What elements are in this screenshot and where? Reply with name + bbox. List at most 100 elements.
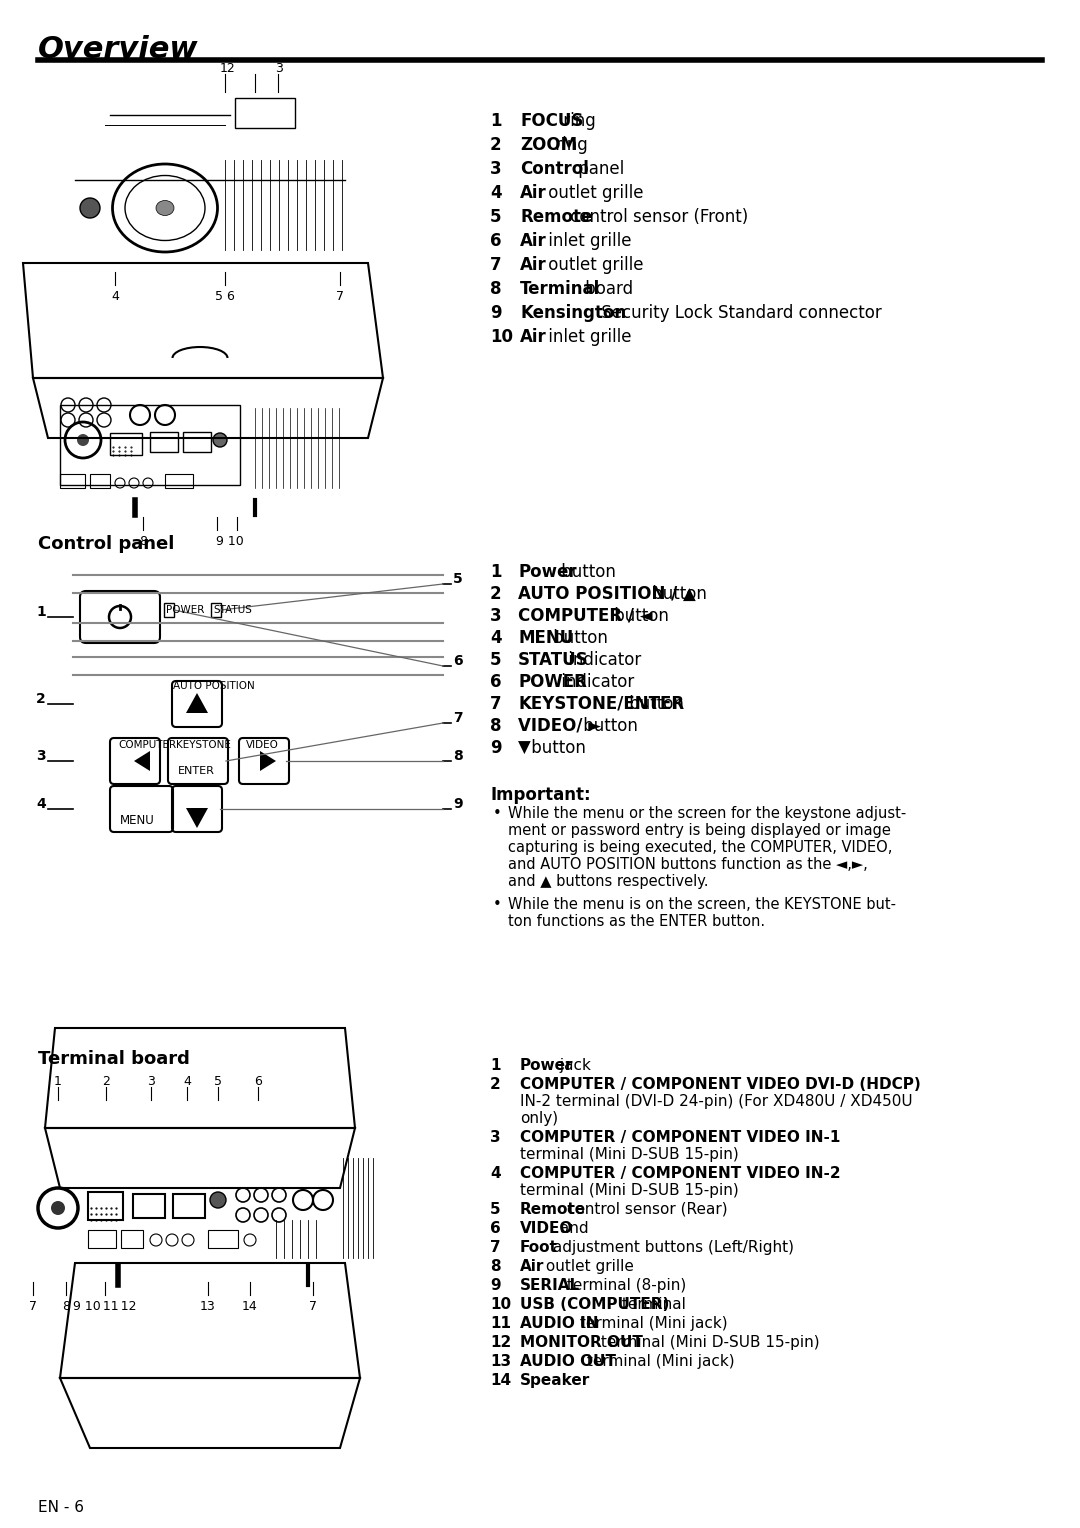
Text: 1: 1 xyxy=(36,605,45,619)
Text: ENTER: ENTER xyxy=(178,766,215,776)
Ellipse shape xyxy=(156,200,174,215)
Text: 7: 7 xyxy=(453,711,462,724)
Bar xyxy=(165,474,193,487)
Text: 5: 5 xyxy=(453,571,462,587)
Text: Overview: Overview xyxy=(38,35,199,64)
Text: 7: 7 xyxy=(29,1300,37,1313)
Text: STATUS: STATUS xyxy=(518,651,589,669)
Text: Power: Power xyxy=(518,562,577,581)
Bar xyxy=(173,1193,205,1218)
Bar xyxy=(150,432,178,452)
Text: 3: 3 xyxy=(36,749,45,762)
Text: 2: 2 xyxy=(490,136,501,154)
Text: COMPUTER / COMPONENT VIDEO IN-2: COMPUTER / COMPONENT VIDEO IN-2 xyxy=(519,1166,840,1181)
Circle shape xyxy=(80,199,100,219)
Text: Remote: Remote xyxy=(519,208,592,226)
Text: button: button xyxy=(556,562,616,581)
Text: AUTO POSITION: AUTO POSITION xyxy=(173,681,255,691)
Text: 7: 7 xyxy=(490,695,501,714)
Text: 1: 1 xyxy=(490,562,501,581)
Text: 2: 2 xyxy=(490,1077,501,1093)
Text: 6: 6 xyxy=(453,654,462,668)
Text: button: button xyxy=(624,695,684,714)
Bar xyxy=(60,474,85,487)
Bar xyxy=(235,98,295,128)
Text: 2: 2 xyxy=(103,1076,110,1088)
Text: USB (COMPUTER): USB (COMPUTER) xyxy=(519,1297,670,1313)
Text: outlet grille: outlet grille xyxy=(542,183,644,202)
Text: COMPUTER: COMPUTER xyxy=(118,740,176,750)
Text: 6: 6 xyxy=(254,1076,262,1088)
Text: 13: 13 xyxy=(490,1354,511,1369)
Text: 12: 12 xyxy=(220,63,235,75)
Text: Terminal: Terminal xyxy=(519,280,600,298)
Text: 3: 3 xyxy=(147,1076,154,1088)
Text: VIDEO/ ►: VIDEO/ ► xyxy=(518,717,600,735)
Text: Remote: Remote xyxy=(519,1203,586,1216)
Text: 4: 4 xyxy=(36,798,45,811)
Text: 9: 9 xyxy=(490,1277,501,1293)
Text: KEYSTONE/ENTER: KEYSTONE/ENTER xyxy=(518,695,684,714)
Text: 2: 2 xyxy=(490,585,501,604)
Text: 8: 8 xyxy=(453,749,462,762)
Bar xyxy=(60,405,240,484)
Text: inlet grille: inlet grille xyxy=(542,329,631,345)
Text: IN-2 terminal (DVI-D 24-pin) (For XD480U / XD450U: IN-2 terminal (DVI-D 24-pin) (For XD480U… xyxy=(519,1094,913,1109)
Text: ZOOM: ZOOM xyxy=(519,136,577,154)
Text: terminal (Mini jack): terminal (Mini jack) xyxy=(576,1316,728,1331)
Text: 5 6: 5 6 xyxy=(215,290,235,303)
Circle shape xyxy=(77,434,89,446)
Text: •: • xyxy=(492,897,502,912)
Text: 9: 9 xyxy=(453,798,462,811)
Bar xyxy=(183,432,211,452)
Polygon shape xyxy=(260,750,276,772)
Text: 5: 5 xyxy=(490,651,501,669)
Text: outlet grille: outlet grille xyxy=(542,257,644,274)
Text: 4: 4 xyxy=(490,183,501,202)
Text: terminal (Mini D-SUB 15-pin): terminal (Mini D-SUB 15-pin) xyxy=(519,1183,739,1198)
Text: button: button xyxy=(579,717,638,735)
Text: 7: 7 xyxy=(309,1300,318,1313)
Bar xyxy=(211,604,221,617)
Text: FOCUS: FOCUS xyxy=(519,112,583,130)
Text: indicator: indicator xyxy=(564,651,642,669)
Text: Air: Air xyxy=(519,232,546,251)
Text: AUDIO OUT: AUDIO OUT xyxy=(519,1354,616,1369)
Bar xyxy=(110,432,141,455)
Text: Kensington: Kensington xyxy=(519,304,626,322)
Text: 6: 6 xyxy=(490,1221,501,1236)
Text: AUDIO IN: AUDIO IN xyxy=(519,1316,598,1331)
Text: adjustment buttons (Left/Right): adjustment buttons (Left/Right) xyxy=(548,1241,794,1254)
Text: outlet grille: outlet grille xyxy=(541,1259,634,1274)
Text: While the menu or the screen for the keystone adjust-: While the menu or the screen for the key… xyxy=(508,805,906,821)
Text: and ▲ buttons respectively.: and ▲ buttons respectively. xyxy=(508,874,708,889)
Text: 9 10: 9 10 xyxy=(216,535,244,549)
Text: terminal: terminal xyxy=(617,1297,686,1313)
Text: COMPUTER / ◄: COMPUTER / ◄ xyxy=(518,607,652,625)
Text: 5: 5 xyxy=(214,1076,222,1088)
Text: 3: 3 xyxy=(275,63,283,75)
Text: 7: 7 xyxy=(490,257,501,274)
Text: COMPUTER / COMPONENT VIDEO DVI-D (HDCP): COMPUTER / COMPONENT VIDEO DVI-D (HDCP) xyxy=(519,1077,921,1093)
Text: 14: 14 xyxy=(490,1374,511,1387)
Text: 1: 1 xyxy=(490,112,501,130)
Text: 4: 4 xyxy=(184,1076,191,1088)
Text: MENU: MENU xyxy=(120,814,154,827)
Text: 10: 10 xyxy=(490,1297,511,1313)
Text: 13: 13 xyxy=(200,1300,216,1313)
Text: 9: 9 xyxy=(490,740,501,756)
Text: button: button xyxy=(609,607,669,625)
Text: POWER: POWER xyxy=(166,605,204,614)
Text: 7: 7 xyxy=(336,290,345,303)
Text: terminal (Mini jack): terminal (Mini jack) xyxy=(582,1354,735,1369)
Text: STATUS: STATUS xyxy=(213,605,252,614)
Text: 7: 7 xyxy=(490,1241,501,1254)
Text: button: button xyxy=(526,740,585,756)
Text: capturing is being executed, the COMPUTER, VIDEO,: capturing is being executed, the COMPUTE… xyxy=(508,840,892,856)
Text: 11: 11 xyxy=(490,1316,511,1331)
Bar xyxy=(164,604,174,617)
Text: MONITOR OUT: MONITOR OUT xyxy=(519,1335,643,1351)
Bar xyxy=(208,1230,238,1248)
Text: panel: panel xyxy=(572,160,624,177)
Circle shape xyxy=(210,1192,226,1209)
